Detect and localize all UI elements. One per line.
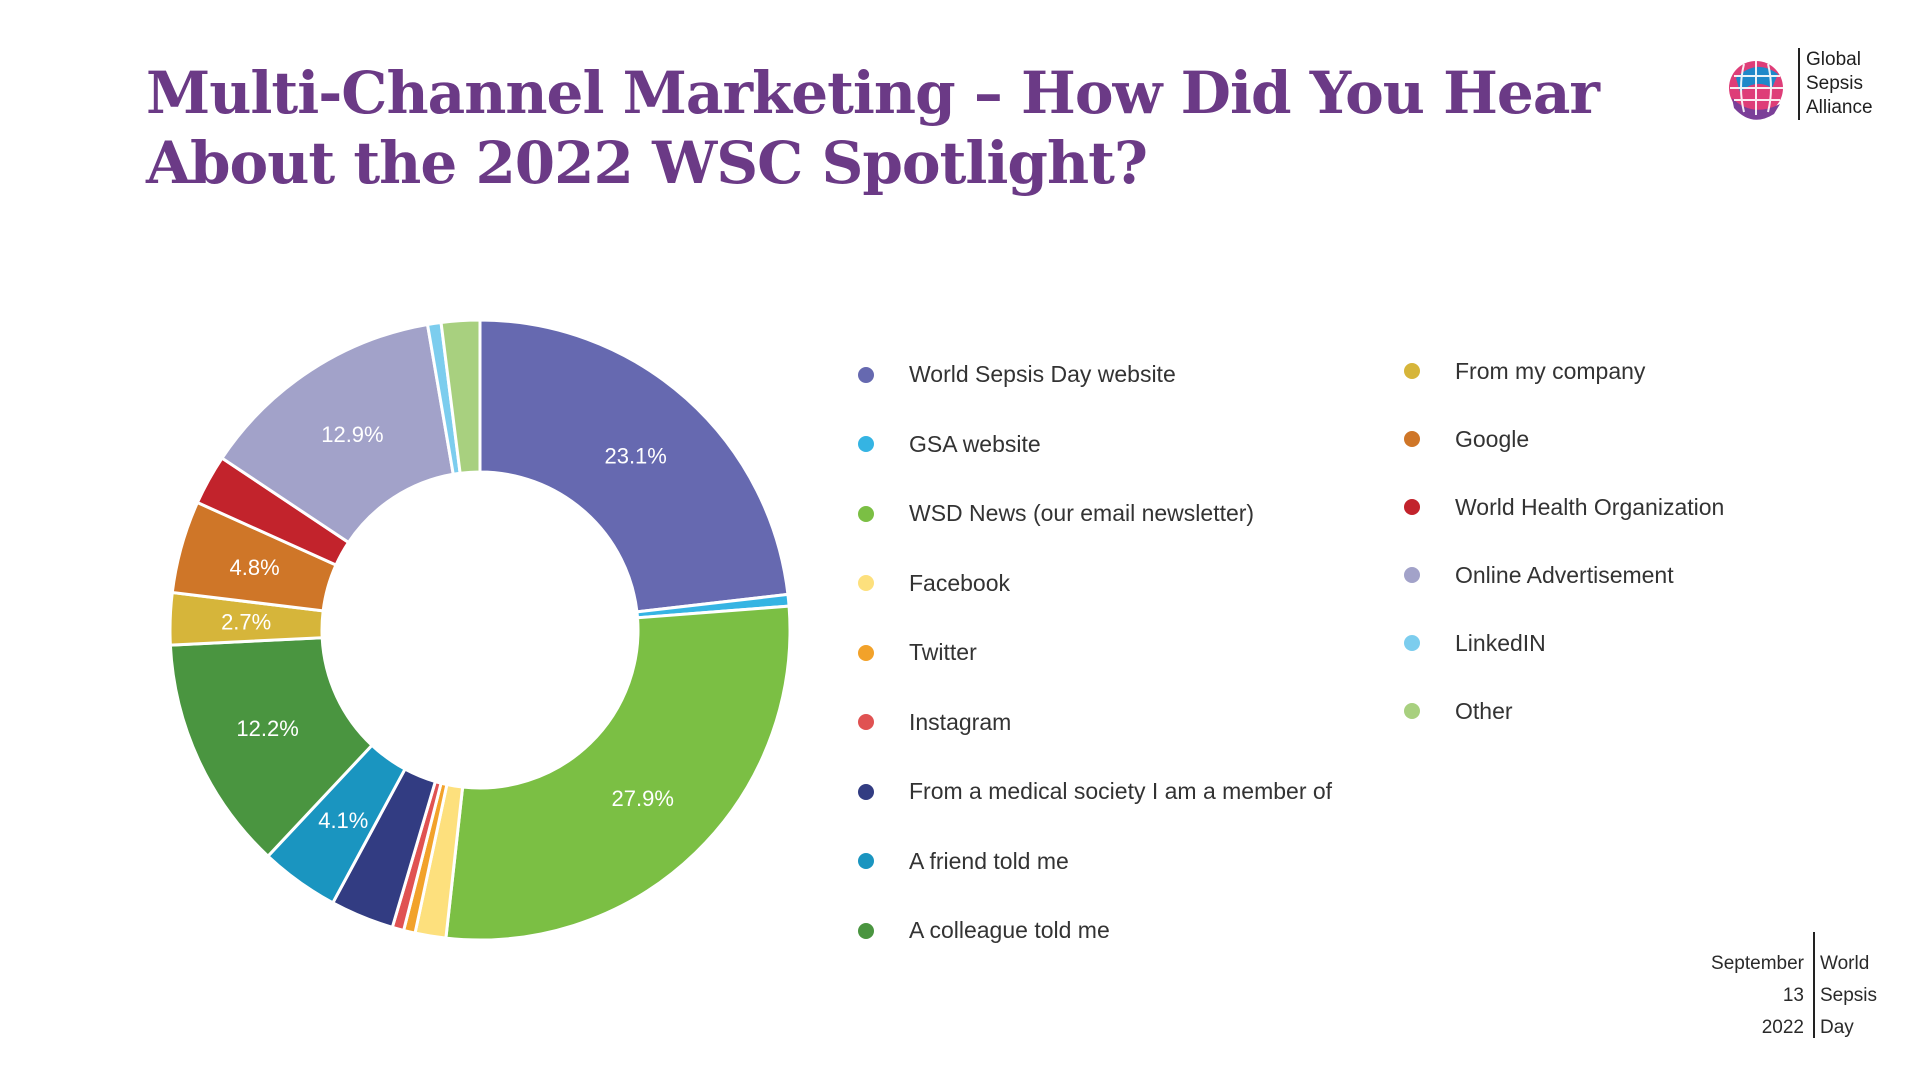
logo-line-2: Sepsis (1806, 73, 1864, 94)
data-label-online-advertisement: 12.9% (321, 422, 383, 447)
legend-label: World Health Organization (1455, 493, 1725, 520)
legend-label: Twitter (909, 639, 977, 666)
logo-wordmark: Global Sepsis Alliance (1806, 48, 1873, 120)
slice-other (439, 318, 482, 475)
footer-event-line-2: Sepsis (1820, 985, 1878, 1006)
legend-swatch (1404, 635, 1420, 651)
footer-date: September 13 2022 (1711, 948, 1804, 1044)
legend-swatch (858, 714, 874, 731)
legend-swatch (858, 505, 874, 522)
legend-item-world-health-organization: World Health Organization (1404, 473, 1724, 541)
legend-swatch (858, 575, 874, 592)
legend-label: From my company (1455, 357, 1646, 384)
legend-label: A friend told me (909, 847, 1069, 874)
footer-divider (1813, 932, 1815, 1038)
slice-online-advertisement (219, 322, 455, 545)
legend-label: LinkedIN (1455, 629, 1546, 656)
data-label-from-my-company: 2.7% (221, 610, 271, 635)
legend-swatch (1404, 703, 1420, 719)
legend-label: Google (1455, 425, 1530, 452)
legend-swatch (1404, 567, 1420, 583)
legend-swatch (1404, 431, 1420, 447)
legend-item-a-colleague-told-me: A colleague told me (858, 896, 1332, 966)
legend-swatch (858, 644, 874, 661)
legend-item-online-advertisement: Online Advertisement (1404, 541, 1724, 609)
legend-item-google: Google (1404, 405, 1724, 473)
slice-a-colleague-told-me (168, 636, 375, 859)
slice-wsd-news-our-email-newsletter (444, 604, 792, 942)
footer-event-line-1: World (1820, 953, 1870, 974)
logo-line-3: Alliance (1806, 97, 1873, 118)
legend-swatch (858, 922, 874, 939)
legend-label: A colleague told me (909, 917, 1110, 944)
legend-item-world-sepsis-day-website: World Sepsis Day website (858, 340, 1332, 410)
legend-item-facebook: Facebook (858, 549, 1332, 619)
data-label-a-colleague-told-me: 12.2% (236, 716, 298, 741)
legend-label: Instagram (909, 708, 1012, 735)
footer-month: September (1711, 953, 1804, 974)
legend-column-2: From my company Google World Health Organi… (1404, 337, 1724, 745)
footer-event-line-3: Day (1820, 1017, 1854, 1038)
legend-item-twitter: Twitter (858, 618, 1332, 688)
legend-item-gsa-website: GSA website (858, 410, 1332, 480)
logo-divider (1798, 48, 1800, 120)
slide-title: Multi-Channel Marketing – How Did You He… (146, 59, 1600, 197)
donut-chart: 23.1% 27.9% 4.1% 12.2% 2.7% 4.8% 12.9% (168, 318, 792, 942)
footer-event: World Sepsis Day (1820, 948, 1877, 1044)
globe-logo-icon (1729, 61, 1784, 120)
legend-swatch (858, 783, 874, 800)
legend-item-from-my-company: From my company (1404, 337, 1724, 405)
legend-item-instagram: Instagram (858, 688, 1332, 758)
world-sepsis-day-footer: September 13 2022 World Sepsis Day (1710, 932, 1900, 1038)
legend-label: GSA website (909, 430, 1041, 457)
legend-swatch (1404, 499, 1420, 515)
legend-swatch (858, 436, 874, 453)
global-sepsis-alliance-logo: Global Sepsis Alliance (1722, 48, 1890, 124)
legend-label: Online Advertisement (1455, 561, 1674, 588)
legend-item-linkedin: LinkedIN (1404, 609, 1724, 677)
data-label-world-sepsis-day-website: 23.1% (604, 443, 666, 468)
legend-label: Facebook (909, 569, 1011, 596)
legend-label: From a medical society I am a member of (909, 778, 1333, 805)
legend-swatch (858, 853, 874, 870)
legend-swatch (1404, 363, 1420, 379)
data-label-a-friend-told-me: 4.1% (318, 808, 368, 833)
data-label-google: 4.8% (230, 555, 280, 580)
legend-column-1: World Sepsis Day website GSA website WSD N… (858, 340, 1332, 966)
legend-item-a-friend-told-me: A friend told me (858, 827, 1332, 897)
slice-world-sepsis-day-website (478, 318, 790, 614)
legend-item-wsd-news-our-email-newsletter: WSD News (our email newsletter) (858, 479, 1332, 549)
legend-label: World Sepsis Day website (909, 361, 1176, 388)
footer-day: 13 (1782, 985, 1804, 1006)
logo-line-1: Global (1806, 49, 1861, 70)
legend-item-other: Other (1404, 677, 1724, 745)
legend-label: WSD News (our email newsletter) (909, 500, 1255, 527)
footer-year: 2022 (1761, 1017, 1804, 1038)
legend-item-from-a-medical-society-i-am-a-member-of: From a medical society I am a member of (858, 757, 1332, 827)
data-label-wsd-news-our-email-newsletter: 27.9% (612, 786, 674, 811)
legend-swatch (858, 366, 874, 383)
legend-label: Other (1455, 697, 1513, 724)
